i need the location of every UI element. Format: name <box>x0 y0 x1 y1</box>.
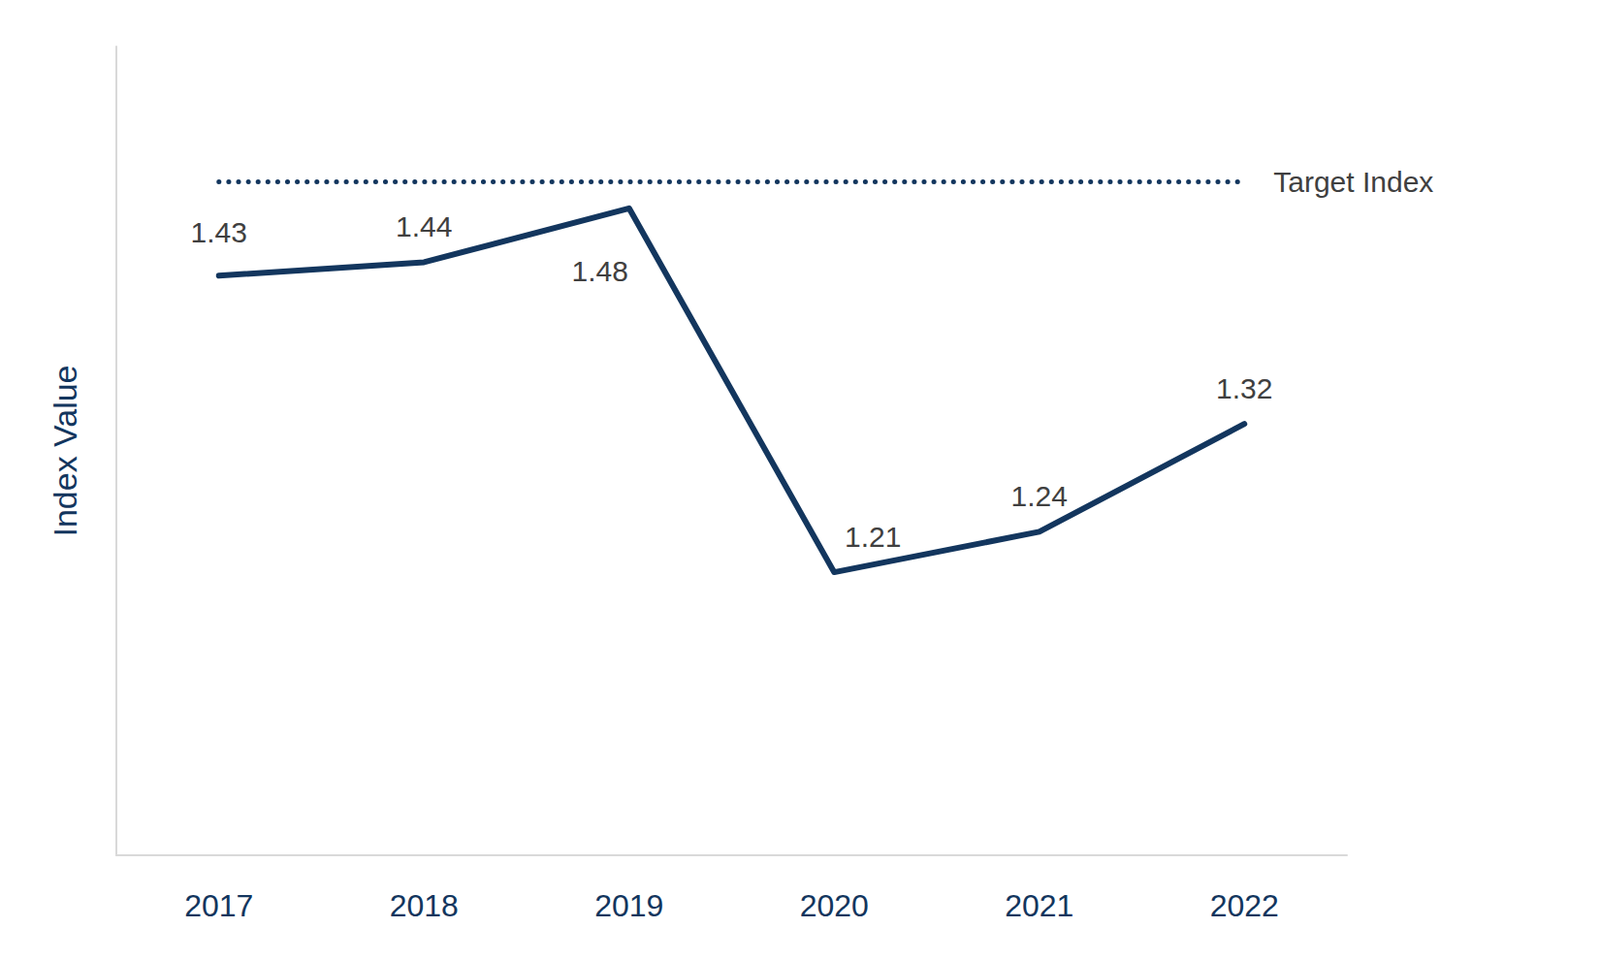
svg-text:Index Value: Index Value <box>46 364 84 537</box>
svg-text:2018: 2018 <box>389 888 459 924</box>
svg-text:1.44: 1.44 <box>395 210 452 243</box>
svg-text:2022: 2022 <box>1210 888 1280 924</box>
svg-text:1.32: 1.32 <box>1216 372 1273 405</box>
svg-text:2017: 2017 <box>184 888 254 924</box>
svg-text:2021: 2021 <box>1004 888 1074 924</box>
svg-text:1.48: 1.48 <box>572 255 629 288</box>
svg-text:2019: 2019 <box>594 888 664 924</box>
svg-text:1.21: 1.21 <box>844 520 901 553</box>
svg-text:1.43: 1.43 <box>191 216 248 249</box>
svg-text:2020: 2020 <box>800 888 869 924</box>
svg-text:Target Index: Target Index <box>1273 165 1434 198</box>
svg-text:1.24: 1.24 <box>1011 480 1068 512</box>
